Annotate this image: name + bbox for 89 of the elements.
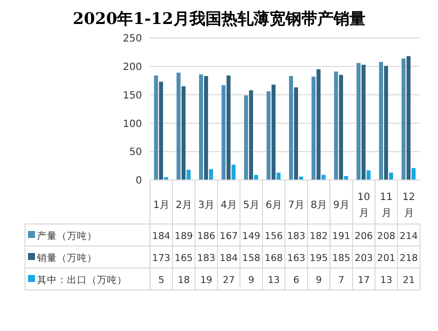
y-tick-label: 50 (129, 147, 142, 158)
data-label: 184 (220, 253, 238, 264)
data-label: 21 (402, 275, 415, 286)
bar (406, 56, 411, 180)
bar (289, 76, 294, 180)
data-label: 218 (400, 253, 418, 264)
bar (272, 84, 276, 180)
data-label: 203 (354, 253, 373, 264)
bar (226, 75, 231, 180)
bar (266, 91, 271, 180)
chart-title: 2020年1-12月我国热轧薄宽钢带产销量 (72, 8, 366, 30)
data-label: 17 (358, 275, 370, 286)
y-tick-label: 200 (122, 62, 142, 73)
bar (204, 76, 208, 180)
legend-label: 产量（万吨） (37, 230, 97, 242)
data-label: 149 (242, 231, 260, 242)
data-label: 214 (400, 231, 418, 242)
bar (316, 69, 321, 180)
data-label: 185 (332, 253, 350, 264)
data-label: 18 (178, 275, 190, 286)
bar (334, 72, 338, 180)
data-label: 201 (377, 253, 396, 264)
data-label: 168 (264, 253, 283, 264)
x-tick-label: 3月 (198, 200, 214, 211)
x-tick-label: 10月 (357, 192, 370, 219)
bar (209, 169, 214, 180)
bar (412, 168, 416, 180)
data-label: 208 (377, 231, 396, 242)
data-label: 27 (222, 275, 235, 286)
x-tick-label: 2月 (176, 200, 192, 211)
bar (379, 62, 384, 180)
y-tick-label: 250 (122, 34, 142, 45)
bar (362, 64, 366, 180)
legend-label: 销量（万吨） (36, 252, 97, 264)
x-tick-label: 1月 (153, 200, 170, 211)
bar (389, 172, 394, 180)
x-tick-label: 6月 (266, 200, 282, 211)
bar (366, 170, 371, 180)
bar (294, 87, 298, 180)
y-tick-label: 0 (136, 176, 142, 187)
data-label: 189 (174, 231, 193, 242)
bar (182, 86, 186, 180)
bar (222, 85, 226, 180)
bar (154, 75, 158, 180)
data-label: 206 (354, 231, 373, 242)
bar (186, 170, 191, 180)
data-label: 6 (293, 275, 300, 286)
data-label: 167 (220, 231, 238, 242)
x-tick-label: 9月 (333, 200, 350, 211)
bar (356, 62, 361, 180)
x-tick-label: 12月 (402, 192, 416, 219)
data-label: 19 (200, 275, 212, 286)
bar (339, 74, 344, 180)
data-label: 183 (197, 253, 216, 264)
data-label: 156 (264, 231, 283, 242)
data-label: 5 (158, 275, 164, 286)
data-label: 13 (380, 275, 392, 286)
data-label: 165 (174, 253, 193, 264)
bar (199, 74, 204, 180)
data-label: 13 (268, 275, 280, 286)
data-label: 182 (310, 231, 328, 242)
data-label: 195 (310, 253, 328, 264)
bar (244, 95, 248, 180)
data-label: 9 (248, 275, 254, 286)
data-label: 9 (316, 275, 322, 286)
x-tick-label: 4月 (220, 200, 237, 211)
data-label: 163 (287, 253, 306, 264)
data-label: 184 (152, 231, 170, 242)
bar (402, 58, 406, 180)
legend-label: 其中：出口（万吨） (37, 274, 127, 286)
bar (384, 66, 388, 180)
data-label: 183 (287, 231, 306, 242)
x-tick-label: 8月 (310, 200, 327, 211)
data-label: 158 (242, 253, 260, 264)
x-tick-label: 11月 (380, 192, 393, 219)
bar (176, 72, 181, 180)
x-tick-label: 5月 (243, 200, 260, 211)
data-label: 173 (152, 253, 170, 264)
bar (312, 76, 316, 180)
data-label: 191 (332, 231, 350, 242)
bar (159, 82, 164, 180)
bar (276, 172, 281, 180)
data-label: 186 (197, 231, 216, 242)
data-label: 7 (338, 275, 344, 286)
bar (232, 164, 236, 180)
bar (249, 90, 254, 180)
y-tick-label: 100 (122, 118, 142, 130)
y-tick-label: 150 (122, 90, 142, 102)
x-tick-label: 7月 (288, 200, 304, 211)
